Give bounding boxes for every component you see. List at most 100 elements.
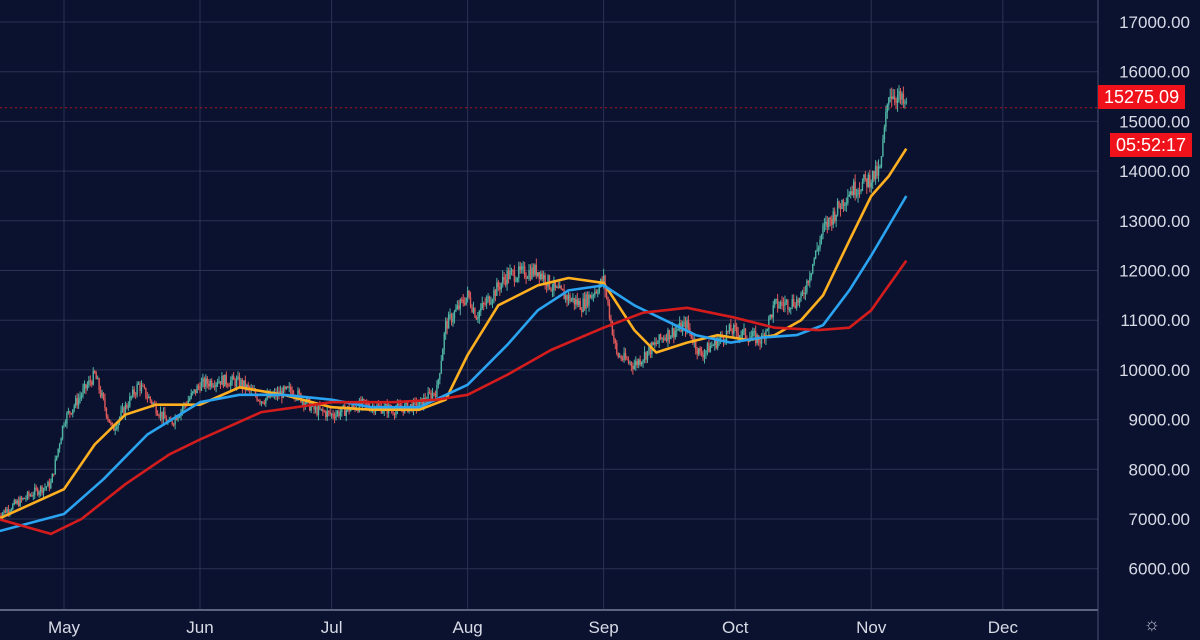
candle-body (13, 500, 15, 505)
candle-body (146, 397, 149, 399)
candle-body (200, 381, 203, 391)
candle-body (901, 93, 903, 100)
candle-body (654, 342, 656, 345)
candle-body (677, 329, 679, 331)
candle-body (228, 385, 230, 387)
candle-body (320, 408, 323, 410)
candle-body (366, 403, 368, 405)
candle-body (462, 299, 464, 304)
candle-body (447, 314, 450, 329)
candle-body (178, 416, 181, 418)
candle-body (750, 336, 753, 338)
candle-body (686, 320, 688, 331)
candle-body (781, 302, 783, 304)
candle-body (221, 375, 223, 385)
candle-body (696, 349, 698, 355)
candle-body (191, 391, 194, 394)
candle-body (117, 421, 119, 428)
candle-body (314, 407, 317, 410)
candle-body (572, 297, 574, 300)
candle-body (638, 359, 640, 365)
candle-body (665, 337, 668, 342)
candle-body (863, 174, 865, 182)
x-tick-label: Jun (186, 618, 213, 637)
candle-body (836, 201, 839, 215)
candle-body (866, 178, 868, 187)
candle-body (123, 407, 125, 415)
candle-body (58, 444, 61, 449)
gear-icon[interactable]: ☼ (1143, 614, 1161, 634)
candle-body (895, 100, 897, 103)
candle-body (771, 314, 773, 318)
candle-body (597, 292, 599, 294)
candle-body (393, 413, 396, 415)
candles (0, 85, 908, 521)
candle-body (237, 376, 239, 379)
candle-body (738, 335, 741, 338)
candle-body (556, 286, 558, 288)
candle-body (810, 273, 812, 278)
candle-body (140, 385, 143, 392)
candle-body (502, 277, 504, 284)
candle-body (466, 290, 469, 298)
candle-body (412, 400, 415, 412)
candle-body (232, 376, 235, 380)
candle-body (535, 264, 538, 276)
candle-body (48, 481, 51, 489)
x-tick-label: Dec (988, 618, 1019, 637)
candle-body (482, 303, 485, 305)
candle-body (714, 338, 716, 345)
candle-body (585, 294, 587, 309)
candle-body (96, 378, 99, 380)
candle-body (892, 96, 894, 99)
candle-body (642, 359, 644, 363)
candle-body (82, 388, 84, 396)
candle-body (101, 393, 103, 397)
candle-body (645, 352, 647, 360)
candle-body (291, 390, 293, 395)
candle-body (874, 165, 877, 180)
candle-body (871, 170, 874, 183)
candle-body (345, 410, 347, 416)
candle-body (230, 380, 232, 387)
candle-body (753, 331, 755, 333)
candle-body (183, 403, 185, 409)
candle-body (76, 398, 78, 406)
grid (0, 0, 1098, 610)
candle-body (491, 300, 494, 303)
candle-body (864, 174, 867, 179)
candle-body (493, 290, 495, 301)
candle-body (111, 422, 113, 426)
candle-body (730, 324, 732, 332)
candle-body (79, 396, 81, 399)
candle-body (85, 384, 87, 389)
candle-body (855, 194, 858, 196)
candle-body (187, 400, 190, 405)
candle-body (578, 300, 580, 305)
candle-body (260, 401, 263, 403)
candle-body (790, 307, 792, 309)
candle-body (307, 398, 309, 400)
candle-body (671, 328, 674, 336)
candle-body (177, 417, 179, 421)
candle-body (794, 305, 796, 309)
y-tick-label: 7000.00 (1129, 510, 1190, 529)
candle-body (754, 331, 757, 344)
candle-body (477, 317, 479, 320)
candle-body (504, 279, 507, 285)
candle-body (335, 414, 337, 419)
candle-body (475, 317, 478, 320)
candle-body (860, 190, 862, 192)
candle-body (639, 359, 641, 365)
candle-body (611, 321, 614, 335)
candle-body (23, 497, 26, 499)
candle-body (778, 306, 780, 308)
candle-body (804, 292, 807, 295)
candle-body (83, 384, 86, 389)
candle-body (760, 335, 763, 344)
candle-body (734, 325, 736, 327)
candle-body (67, 411, 70, 414)
candle-body (330, 413, 333, 415)
candle-body (544, 275, 546, 285)
